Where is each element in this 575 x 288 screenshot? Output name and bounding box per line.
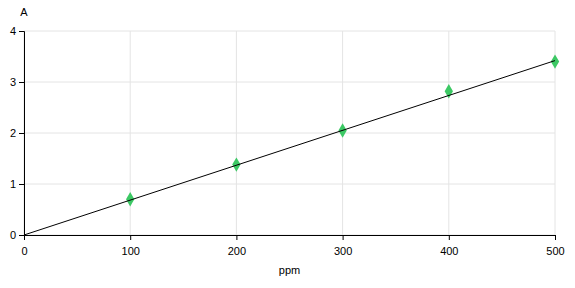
tick: 500 — [546, 235, 564, 257]
tick: 4 — [10, 25, 24, 37]
y-axis: 0 1 2 3 4 — [10, 25, 25, 241]
tick-mark — [19, 235, 24, 236]
axis-line — [19, 32, 25, 236]
tick-mark — [130, 235, 131, 240]
tick-label: 200 — [228, 245, 246, 257]
tick-mark — [555, 235, 556, 240]
y-axis-title: A — [20, 6, 28, 18]
tick-label: 500 — [546, 245, 564, 257]
tick-mark — [449, 235, 450, 240]
tick-mark — [19, 82, 24, 83]
tick: 0 — [10, 229, 24, 241]
marks — [24, 54, 559, 235]
tick-label: 100 — [122, 245, 140, 257]
tick-mark — [19, 133, 24, 134]
fit-line — [24, 61, 555, 235]
tick-label: 3 — [10, 76, 16, 88]
tick-label: 300 — [334, 245, 352, 257]
tick-label: 4 — [10, 25, 16, 37]
tick-mark — [343, 235, 344, 240]
tick-mark — [19, 31, 24, 32]
x-axis-title: ppm — [279, 264, 300, 276]
grid-line-y — [24, 82, 555, 83]
tick: 400 — [440, 235, 458, 257]
tick-label: 1 — [10, 178, 16, 190]
grid — [24, 31, 555, 235]
grid-line-y — [24, 184, 555, 185]
plot: 0 100 200 300 400 500 0 1 2 3 4 — [10, 25, 565, 257]
tick: 0 — [21, 235, 27, 257]
tick-label: 0 — [21, 245, 27, 257]
grid-line-y — [24, 31, 555, 32]
tick: 3 — [10, 76, 24, 88]
tick-mark — [19, 184, 24, 185]
tick-mark — [236, 235, 237, 240]
x-axis: 0 100 200 300 400 500 — [21, 235, 564, 257]
tick-label: 0 — [10, 229, 16, 241]
axis-line — [25, 236, 556, 241]
chart: 0 100 200 300 400 500 0 1 2 3 4Appm — [0, 0, 575, 288]
tick: 200 — [228, 235, 246, 257]
tick-label: 2 — [10, 127, 16, 139]
tick: 1 — [10, 178, 24, 190]
tick: 100 — [122, 235, 140, 257]
tick: 2 — [10, 127, 24, 139]
tick: 300 — [334, 235, 352, 257]
grid-line-y — [24, 133, 555, 134]
tick-label: 400 — [440, 245, 458, 257]
